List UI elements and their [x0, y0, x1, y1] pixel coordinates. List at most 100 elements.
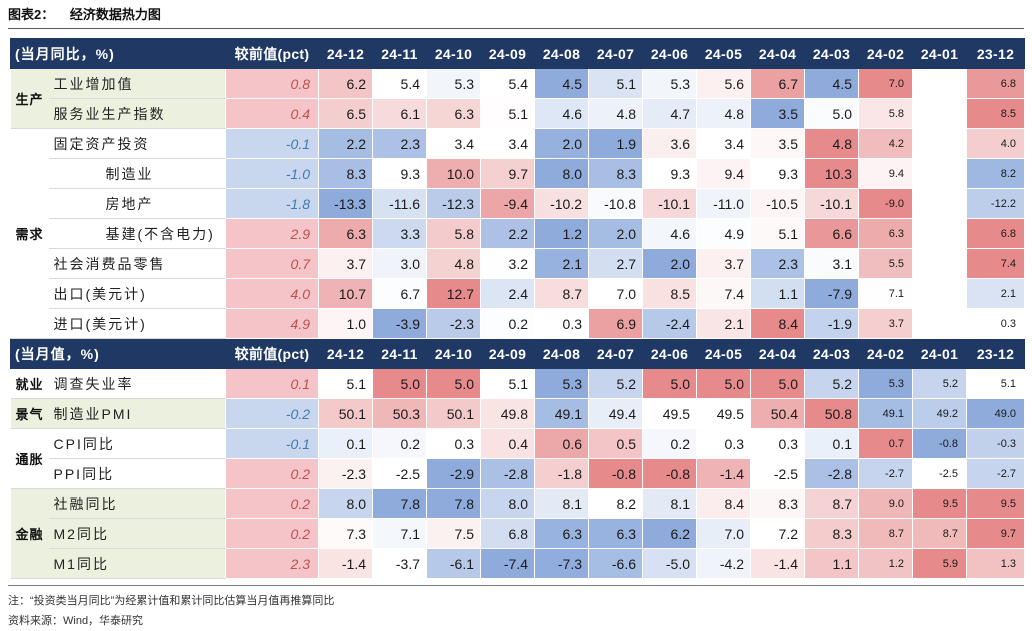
heat-cell: 5.8 [858, 98, 913, 129]
row-label: 房地产 [48, 188, 226, 219]
heat-cell: 5.0 [804, 98, 859, 129]
heat-cell: 8.1 [642, 488, 697, 519]
column-header: 23-12 [966, 338, 1025, 369]
heat-cell: 5.0 [696, 368, 751, 399]
heat-cell: 0.3 [426, 428, 481, 459]
heat-cell: 6.7 [372, 278, 427, 309]
heat-cell: 6.3 [858, 218, 913, 249]
row-label: 基建(不含电力) [48, 218, 226, 249]
heat-cell: 50.3 [372, 398, 427, 429]
heat-cell: 7.4 [966, 248, 1025, 279]
column-header: 24-12 [318, 338, 373, 369]
group-label: 金融 [10, 488, 49, 579]
section-header-label: (当月同比，%) [10, 38, 226, 69]
column-header: 24-12 [318, 38, 373, 69]
table-row: 金融 社融同比 0.2 8.0 7.8 7.8 8.0 8.1 8.2 8.1 8.4 8.3 8.7 9… [10, 488, 1025, 579]
column-header: 24-09 [480, 338, 535, 369]
row-label: M2同比 [48, 518, 226, 549]
heat-cell: 4.8 [588, 98, 643, 129]
heatmap-body: (当月同比，%) 较前值(pct) 24-12 24-11 24-10 24-09 24-0… [10, 38, 1025, 579]
heat-cell: 2.3 [372, 128, 427, 159]
heat-cell: 49.1 [858, 398, 913, 429]
delta-cell: -1.8 [225, 188, 319, 219]
heat-cell: 5.3 [426, 68, 481, 99]
heat-cell [912, 218, 967, 249]
heat-cell: 4.5 [534, 68, 589, 99]
column-header: 24-08 [534, 338, 589, 369]
delta-header: 较前值(pct) [225, 38, 319, 69]
heat-cell: 7.1 [858, 278, 913, 309]
heat-cell: 8.0 [534, 158, 589, 189]
row-label: 服务业生产指数 [48, 98, 226, 129]
row-label: 社融同比 [48, 488, 226, 519]
row-label: 固定资产投资 [48, 128, 226, 159]
heat-cell: 3.1 [804, 248, 859, 279]
heat-cell: -1.4 [696, 458, 751, 489]
heat-cell: 4.7 [642, 98, 697, 129]
heat-cell: 5.1 [588, 68, 643, 99]
heat-cell: 5.1 [750, 218, 805, 249]
heat-cell: 6.8 [480, 518, 535, 549]
heat-cell: 0.2 [480, 308, 535, 339]
heat-cell [912, 188, 967, 219]
delta-header: 较前值(pct) [225, 338, 319, 369]
heat-cell: 6.2 [642, 518, 697, 549]
table-row: M1同比 2.3 -1.4 -3.7 -6.1 -7.4 -7.3 -6.6 -5.0 -4.2-… [11, 548, 1025, 579]
delta-cell: 0.7 [225, 248, 319, 279]
heat-cell: 1.2 [534, 218, 589, 249]
footer: 注：“投资类当月同比”为经累计值和累计同比估算当月值再推算同比 资料来源：Win… [8, 591, 334, 631]
heat-cell: 0.1 [318, 428, 373, 459]
heat-cell: 8.7 [804, 488, 859, 519]
heat-cell: 0.3 [534, 308, 589, 339]
heat-cell: 50.1 [318, 398, 373, 429]
heat-cell: -7.9 [804, 278, 859, 309]
heat-cell: 9.4 [858, 158, 913, 189]
heat-cell: 10.7 [318, 278, 373, 309]
heat-cell: 3.6 [642, 128, 697, 159]
heat-cell: 10.0 [426, 158, 481, 189]
heat-cell: 49.0 [966, 398, 1025, 429]
heat-cell: 5.1 [966, 368, 1025, 399]
heat-cell: 7.2 [750, 518, 805, 549]
heat-cell: 0.2 [642, 428, 697, 459]
column-header: 24-06 [642, 338, 697, 369]
table-row: 进口(美元计) 4.9 1.0 -3.9 -2.3 0.2 0.3 6.9 -2.4 2.1 8.4… [11, 308, 1025, 339]
table-row: 基建(不含电力) 2.9 6.3 3.3 5.8 2.2 1.2 2.0 4.6 4.9 5.1 6.… [11, 218, 1025, 249]
heat-cell: -2.9 [426, 458, 481, 489]
heat-cell: 50.4 [750, 398, 805, 429]
heat-cell [912, 278, 967, 309]
heat-cell: 7.5 [426, 518, 481, 549]
heat-cell: 49.2 [912, 398, 967, 429]
heat-cell: -1.4 [318, 548, 373, 579]
heat-cell: 0.7 [858, 428, 913, 459]
heat-cell: 8.3 [750, 488, 805, 519]
heat-cell: 1.9 [588, 128, 643, 159]
table-row: 通胀 CPI同比 -0.1 0.1 0.2 0.3 0.4 0.6 0.5 0.2 0.3 0.3 0.… [10, 428, 1025, 489]
heat-cell: 8.7 [858, 518, 913, 549]
heat-cell: 9.0 [858, 488, 913, 519]
footer-divider [8, 585, 1024, 586]
heat-cell: 4.8 [696, 98, 751, 129]
column-header: 24-05 [696, 38, 751, 69]
delta-cell: -0.2 [225, 398, 319, 429]
heat-cell: 2.3 [750, 248, 805, 279]
heat-cell: 8.3 [318, 158, 373, 189]
column-header: 24-04 [750, 338, 805, 369]
heat-cell: 9.7 [966, 518, 1025, 549]
heat-cell: 9.4 [696, 158, 751, 189]
heat-cell: -2.7 [966, 458, 1025, 489]
heat-cell: 6.2 [318, 68, 373, 99]
heat-cell: -12.3 [426, 188, 481, 219]
row-label: M1同比 [48, 548, 226, 579]
heat-cell: 4.6 [642, 218, 697, 249]
column-header: 24-03 [804, 38, 859, 69]
heat-cell: -1.9 [804, 308, 859, 339]
heat-cell: -10.5 [750, 188, 805, 219]
heat-cell: 3.4 [426, 128, 481, 159]
heat-cell [912, 308, 967, 339]
table-row: 房地产 -1.8 -13.3 -11.6 -12.3 -9.4 -10.2 -10.8 -10.… [11, 188, 1025, 219]
column-header: 24-07 [588, 38, 643, 69]
heat-cell: 7.8 [426, 488, 481, 519]
heat-cell: 0.3 [750, 428, 805, 459]
heat-cell: 1.2 [858, 548, 913, 579]
